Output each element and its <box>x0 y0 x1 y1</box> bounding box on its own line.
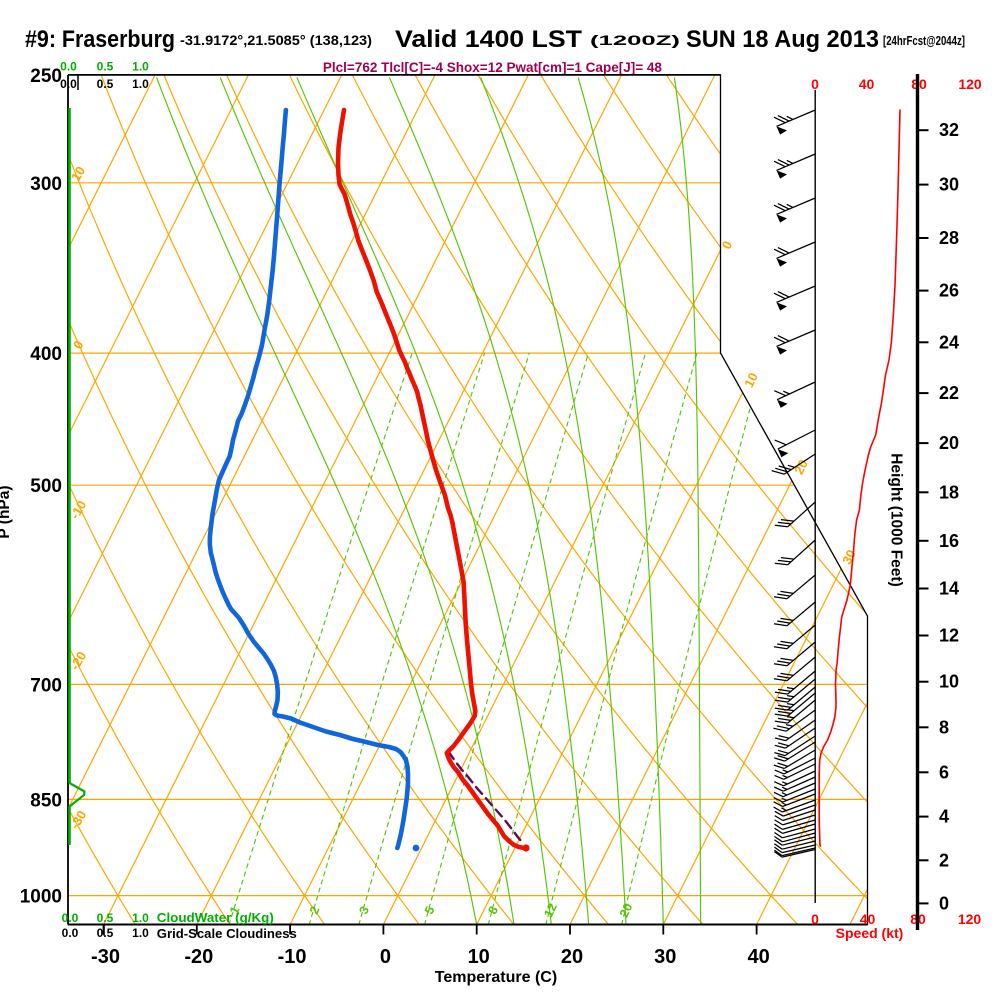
svg-text:0.5: 0.5 <box>97 60 114 74</box>
svg-text:1.0: 1.0 <box>132 926 149 940</box>
svg-text:700: 700 <box>30 675 62 696</box>
svg-text:32: 32 <box>939 120 959 140</box>
svg-text:20: 20 <box>939 433 959 453</box>
svg-text:1.0: 1.0 <box>132 77 149 91</box>
svg-text:Height (1000 Feet): Height (1000 Feet) <box>888 453 905 587</box>
svg-text:Valid 1400 LST: Valid 1400 LST <box>395 26 582 53</box>
svg-text:30: 30 <box>939 175 959 195</box>
svg-text:30: 30 <box>654 946 676 968</box>
svg-text:-30: -30 <box>91 946 120 968</box>
svg-text:2: 2 <box>939 850 949 870</box>
svg-text:Temperature (C): Temperature (C) <box>435 969 557 986</box>
svg-text:1.0: 1.0 <box>132 911 149 925</box>
svg-text:8: 8 <box>939 717 949 737</box>
svg-text:Speed (kt): Speed (kt) <box>836 925 904 941</box>
svg-text:20: 20 <box>791 457 811 477</box>
svg-text:20: 20 <box>617 901 636 920</box>
svg-text:6: 6 <box>939 762 949 782</box>
svg-text:40: 40 <box>747 946 769 968</box>
svg-text:12: 12 <box>939 626 959 646</box>
svg-text:10: 10 <box>939 672 959 692</box>
svg-text:850: 850 <box>30 790 62 811</box>
svg-text:SUN 18 Aug 2013: SUN 18 Aug 2013 <box>686 26 879 53</box>
svg-text:500: 500 <box>30 476 62 497</box>
svg-text:16: 16 <box>939 531 959 551</box>
svg-text:0: 0 <box>811 76 819 92</box>
svg-text:1000: 1000 <box>20 887 62 908</box>
svg-text:40: 40 <box>860 911 876 927</box>
svg-text:18: 18 <box>939 482 959 502</box>
svg-text:0.0: 0.0 <box>62 911 79 925</box>
svg-text:10: 10 <box>468 946 490 968</box>
svg-text:P (hPa): P (hPa) <box>0 485 13 538</box>
svg-text:0: 0 <box>811 911 819 927</box>
svg-text:26: 26 <box>939 281 959 301</box>
svg-text:0: 0 <box>380 946 391 968</box>
svg-text:0.0: 0.0 <box>62 926 79 940</box>
svg-text:400: 400 <box>30 344 62 365</box>
svg-text:#9: Fraserburg: #9: Fraserburg <box>25 26 175 53</box>
svg-text:10: 10 <box>741 370 761 390</box>
svg-text:0.0: 0.0 <box>60 60 77 74</box>
svg-text:0.0: 0.0 <box>60 77 77 91</box>
svg-text:120: 120 <box>958 911 982 927</box>
svg-text:120: 120 <box>958 76 982 92</box>
svg-text:[24hrFcst@2044z]: [24hrFcst@2044z] <box>883 33 965 48</box>
svg-text:CloudWater (g/Kg): CloudWater (g/Kg) <box>157 911 274 925</box>
svg-text:(1200Z): (1200Z) <box>590 32 680 48</box>
svg-text:0.5: 0.5 <box>97 911 114 925</box>
svg-text:-31.9172°,21.5085° (138,123): -31.9172°,21.5085° (138,123) <box>180 33 372 48</box>
svg-text:Plcl=762 Tlcl[C]=-4 Shox=12 Pw: Plcl=762 Tlcl[C]=-4 Shox=12 Pwat[cm]=1 C… <box>323 60 662 75</box>
svg-text:12: 12 <box>541 901 560 920</box>
svg-text:4: 4 <box>939 807 949 827</box>
svg-text:-20: -20 <box>184 946 213 968</box>
svg-text:1.0: 1.0 <box>132 60 149 74</box>
svg-text:10: 10 <box>68 164 88 184</box>
svg-text:28: 28 <box>939 228 959 248</box>
svg-text:20: 20 <box>561 946 583 968</box>
svg-text:0: 0 <box>939 893 949 913</box>
svg-text:0.5: 0.5 <box>97 77 114 91</box>
svg-text:300: 300 <box>30 174 62 195</box>
svg-text:-10: -10 <box>278 946 307 968</box>
svg-text:14: 14 <box>939 579 959 599</box>
svg-text:24: 24 <box>939 332 959 352</box>
svg-text:0.5: 0.5 <box>97 926 114 940</box>
svg-text:Grid-Scale Cloudiness: Grid-Scale Cloudiness <box>157 927 297 941</box>
svg-text:250: 250 <box>30 66 62 87</box>
svg-text:40: 40 <box>859 76 875 92</box>
svg-text:22: 22 <box>939 383 959 403</box>
